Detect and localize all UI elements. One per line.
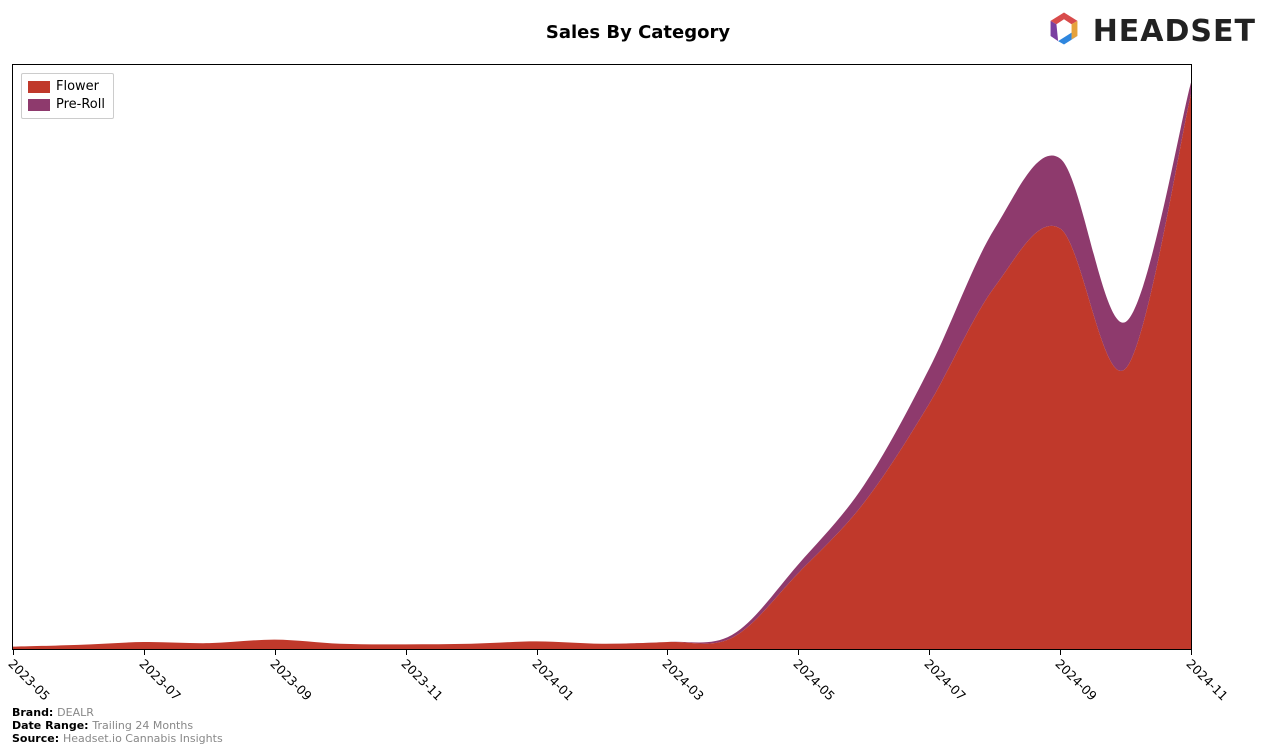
footer-row: Brand: DEALR [12,706,223,719]
legend-swatch [28,81,50,93]
x-tick-label: 2024-01 [529,656,577,704]
legend: FlowerPre-Roll [21,73,114,119]
footer-value: Trailing 24 Months [92,719,193,732]
footer-label: Source: [12,732,63,745]
area-series-flower [13,94,1191,649]
footer-value: Headset.io Cannabis Insights [63,732,223,745]
chart-footer: Brand: DEALRDate Range: Trailing 24 Mont… [12,706,223,745]
x-tick-mark [1191,650,1192,655]
x-tick-mark [667,650,668,655]
legend-swatch [28,99,50,111]
x-axis-ticks: 2023-052023-072023-092023-112024-012024-… [12,650,1192,710]
legend-label: Flower [56,78,99,96]
x-tick-mark [144,650,145,655]
footer-row: Source: Headset.io Cannabis Insights [12,732,223,745]
x-tick-mark [798,650,799,655]
x-tick-mark [929,650,930,655]
legend-label: Pre-Roll [56,96,105,114]
x-tick-label: 2023-05 [5,656,53,704]
footer-label: Date Range: [12,719,92,732]
x-tick-label: 2024-05 [791,656,839,704]
footer-value: DEALR [57,706,94,719]
x-tick-label: 2023-09 [267,656,315,704]
x-tick-label: 2024-07 [922,656,970,704]
footer-row: Date Range: Trailing 24 Months [12,719,223,732]
legend-item-flower: Flower [28,78,105,96]
x-tick-label: 2024-09 [1053,656,1101,704]
x-tick-mark [537,650,538,655]
x-tick-mark [1060,650,1061,655]
x-tick-label: 2024-03 [660,656,708,704]
x-tick-mark [406,650,407,655]
chart-title: Sales By Category [0,22,1276,43]
legend-item-pre-roll: Pre-Roll [28,96,105,114]
stacked-area-chart [13,65,1191,649]
x-tick-label: 2023-07 [136,656,184,704]
x-tick-mark [275,650,276,655]
x-tick-mark [13,650,14,655]
plot-area: FlowerPre-Roll [12,64,1192,650]
x-tick-label: 2024-11 [1183,656,1231,704]
footer-label: Brand: [12,706,57,719]
x-tick-label: 2023-11 [398,656,446,704]
